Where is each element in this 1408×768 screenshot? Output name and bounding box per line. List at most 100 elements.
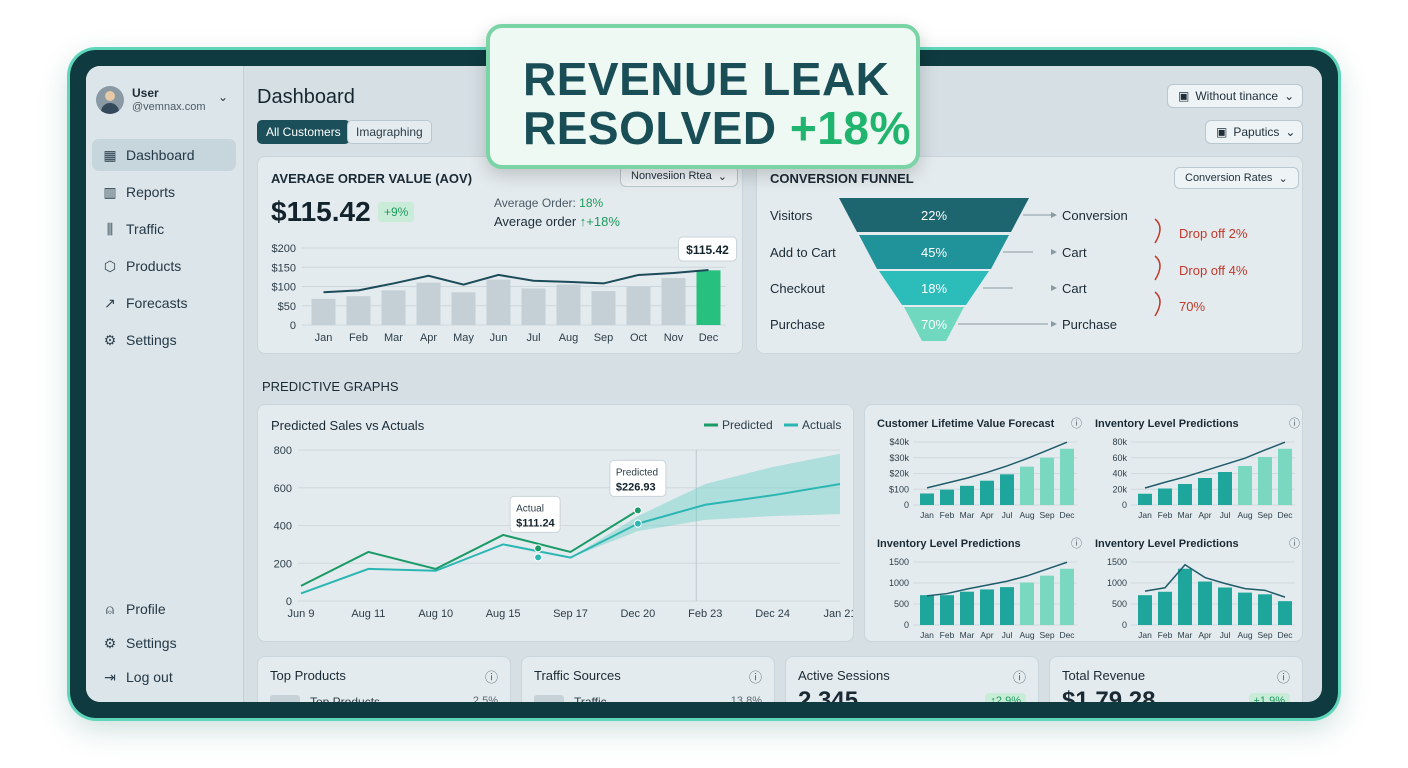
funnel-stage-label: Purchase bbox=[770, 317, 825, 332]
x-tick-label: Sep bbox=[1257, 510, 1272, 520]
x-tick-label: Mar bbox=[960, 630, 975, 640]
sidebar-item-forecasts[interactable]: ↗ Forecasts bbox=[92, 287, 236, 319]
dropdown-finance[interactable]: ▣ Without tinance ⌄ bbox=[1167, 84, 1303, 108]
x-tick-label: Aug bbox=[1237, 510, 1252, 520]
sidebar: User @vemnax.com ⌄ ▦ Dashboard ▥ Reports ⫼ Tr… bbox=[86, 66, 244, 702]
chevron-down-icon: ⌄ bbox=[1278, 172, 1288, 185]
user-menu[interactable]: User @vemnax.com ⌄ bbox=[96, 84, 234, 118]
actual-point bbox=[534, 553, 543, 562]
mini-chart-title: Inventory Level Predictions bbox=[1095, 418, 1239, 430]
sidebar-item-label: Dashboard bbox=[126, 147, 195, 163]
x-tick-label: Aug bbox=[1237, 630, 1252, 640]
x-tick-label: Jan 21 bbox=[823, 608, 854, 620]
sales-title: Predicted Sales vs Actuals bbox=[271, 418, 425, 433]
avatar bbox=[96, 86, 124, 114]
y-tick-label: $20k bbox=[889, 469, 909, 479]
y-tick-label: 0 bbox=[1122, 620, 1127, 630]
reports-icon: ▥ bbox=[103, 183, 117, 200]
predicted-callout-label: Predicted bbox=[616, 467, 658, 478]
info-icon[interactable]: ⓘ bbox=[1276, 670, 1290, 685]
chevron-down-icon[interactable]: ⌄ bbox=[218, 90, 229, 104]
sidebar-item-settings[interactable]: ⚙ Settings bbox=[92, 324, 236, 356]
dropdown-paputics[interactable]: ▣ Paputics ⌄ bbox=[1205, 120, 1303, 144]
info-icon[interactable]: ⓘ bbox=[1289, 537, 1300, 550]
bottom-card-value: $1,79.28 bbox=[1062, 687, 1156, 702]
aov-card: AVERAGE ORDER VALUE (AOV) Nonvesiion Rte… bbox=[257, 156, 743, 354]
funnel-dropdown[interactable]: Conversion Rates ⌄ bbox=[1174, 167, 1299, 189]
sidebar-bottom-profile[interactable]: ⍝ Profile bbox=[92, 593, 236, 625]
info-icon[interactable]: ⓘ bbox=[1071, 537, 1082, 550]
mini-bar bbox=[1138, 595, 1152, 625]
chevron-down-icon: ⌄ bbox=[717, 170, 727, 183]
info-icon[interactable]: ⓘ bbox=[484, 670, 498, 685]
y-tick-label: 60k bbox=[1112, 453, 1127, 463]
funnel-stage bbox=[879, 271, 989, 305]
x-tick-label: Jan bbox=[1138, 630, 1152, 640]
sidebar-bottom-settings[interactable]: ⚙ Settings bbox=[92, 627, 236, 659]
x-tick-label: Dec bbox=[699, 332, 719, 344]
revenue-leak-badge: REVENUE LEAK RESOLVED +18% bbox=[486, 24, 920, 169]
info-icon[interactable]: ⓘ bbox=[748, 670, 762, 685]
mini-charts-card: Customer Lifetime Value Forecast ⓘ $40k $30… bbox=[864, 404, 1303, 642]
funnel-right-label: Cart bbox=[1062, 245, 1087, 260]
x-tick-label: Jul bbox=[1002, 630, 1013, 640]
aov-bar bbox=[556, 284, 581, 325]
x-tick-label: Dec bbox=[1277, 510, 1293, 520]
mini-bar bbox=[1158, 591, 1172, 625]
x-tick-label: Jul bbox=[1220, 510, 1231, 520]
aov-bar bbox=[311, 298, 336, 325]
bottom-card-sub: Traffic bbox=[574, 695, 607, 702]
aov-bar bbox=[346, 296, 371, 325]
x-tick-label: Dec 20 bbox=[620, 608, 655, 620]
sidebar-item-dashboard[interactable]: ▦ Dashboard bbox=[92, 139, 236, 171]
info-icon[interactable]: ⓘ bbox=[1012, 670, 1026, 685]
aov-sub1-label: Average Order: bbox=[494, 196, 576, 210]
predictive-section-title: PREDICTIVE GRAPHS bbox=[262, 379, 399, 394]
x-tick-label: Aug bbox=[1019, 510, 1034, 520]
user-email: @vemnax.com bbox=[132, 101, 206, 113]
x-tick-label: Jul bbox=[1220, 630, 1231, 640]
info-icon[interactable]: ⓘ bbox=[1071, 417, 1082, 430]
gear-icon: ⚙ bbox=[103, 634, 117, 651]
mini-bar bbox=[1040, 457, 1054, 505]
sidebar-item-traffic[interactable]: ⫼ Traffic bbox=[92, 213, 236, 245]
filter-imagraphing[interactable]: Imagraphing bbox=[347, 120, 432, 144]
mini-bar bbox=[920, 493, 934, 505]
mini-bar bbox=[1198, 478, 1212, 505]
gear-icon: ⚙ bbox=[103, 331, 117, 348]
mini-bar bbox=[1238, 592, 1252, 625]
sidebar-item-reports[interactable]: ▥ Reports bbox=[92, 176, 236, 208]
user-name: User bbox=[132, 86, 159, 100]
sidebar-item-label: Profile bbox=[126, 601, 166, 617]
info-icon[interactable]: ⓘ bbox=[1289, 417, 1300, 430]
x-tick-label: Dec bbox=[1059, 630, 1075, 640]
aov-bar bbox=[381, 290, 406, 325]
aov-sub2: Average order ↑+18% bbox=[494, 214, 620, 229]
x-tick-label: Feb bbox=[1158, 510, 1173, 520]
y-tick-label: $50 bbox=[278, 301, 296, 313]
legend: Predicted Actuals bbox=[704, 418, 841, 432]
sidebar-item-products[interactable]: ⬡ Products bbox=[92, 250, 236, 282]
thumbnail-icon bbox=[270, 695, 300, 702]
forecasts-icon: ↗ bbox=[104, 294, 116, 311]
x-tick-label: Aug 11 bbox=[351, 608, 385, 620]
sidebar-bottom-log-out[interactable]: ⇥ Log out bbox=[92, 661, 236, 693]
funnel-dropdown-label: Conversion Rates bbox=[1185, 172, 1273, 184]
x-tick-label: Dec 24 bbox=[755, 608, 790, 620]
mini-chart-title: Customer Lifetime Value Forecast bbox=[877, 418, 1055, 430]
funnel-stage-pct: 45% bbox=[921, 245, 947, 260]
sidebar-item-label: Forecasts bbox=[126, 295, 188, 311]
x-tick-label: Apr bbox=[980, 630, 993, 640]
bottom-card-pct: 2.5% bbox=[472, 695, 498, 702]
predicted-point bbox=[633, 506, 642, 515]
funnel-stage-label: Checkout bbox=[770, 281, 825, 296]
aov-bar bbox=[451, 292, 476, 325]
x-tick-label: May bbox=[453, 332, 474, 344]
aov-callout-text: $115.42 bbox=[686, 243, 729, 257]
sidebar-item-label: Settings bbox=[126, 635, 177, 651]
bottom-card-value: 2,345 bbox=[798, 687, 859, 702]
funnel-right-label: Purchase bbox=[1062, 317, 1117, 332]
filter-all-customers[interactable]: All Customers bbox=[257, 120, 350, 144]
x-tick-label: Jun 9 bbox=[288, 608, 315, 620]
